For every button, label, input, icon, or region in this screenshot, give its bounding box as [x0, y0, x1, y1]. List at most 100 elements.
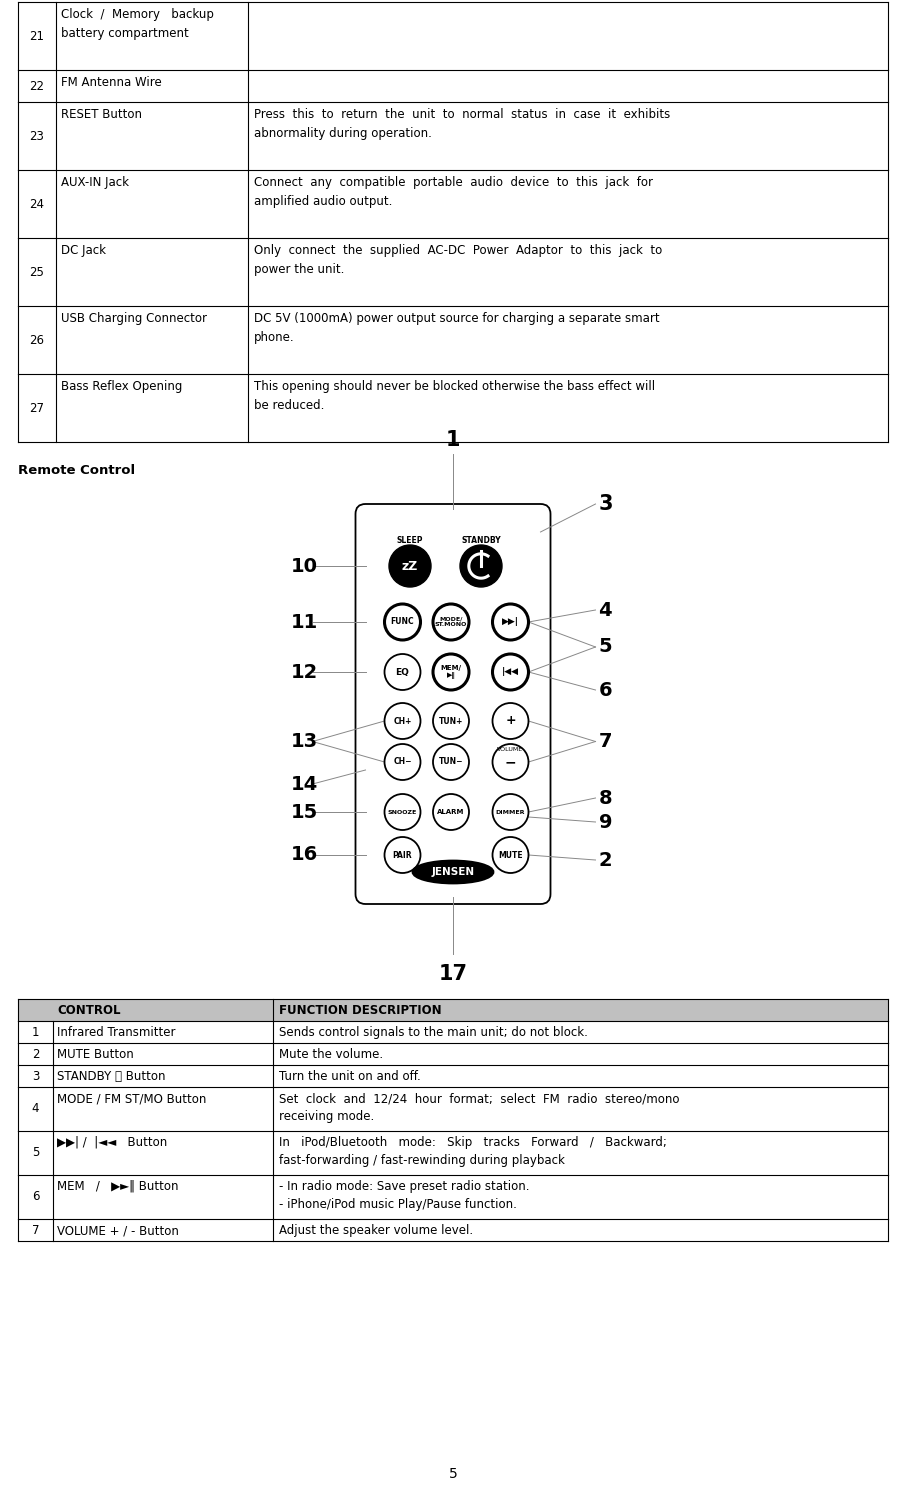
Text: 11: 11 — [291, 613, 318, 632]
Text: Infrared Transmitter: Infrared Transmitter — [57, 1026, 176, 1038]
Text: 17: 17 — [439, 964, 467, 985]
Circle shape — [384, 793, 420, 831]
Text: ▶▶|: ▶▶| — [502, 617, 519, 626]
Text: In   iPod/Bluetooth   mode:   Skip   tracks   Forward   /   Backward;
fast-forwa: In iPod/Bluetooth mode: Skip tracks Forw… — [279, 1135, 667, 1167]
Text: −: − — [505, 754, 516, 769]
Text: 7: 7 — [599, 732, 612, 751]
Text: zZ: zZ — [402, 559, 419, 572]
Text: Only  connect  the  supplied  AC-DC  Power  Adaptor  to  this  jack  to
power th: Only connect the supplied AC-DC Power Ad… — [254, 244, 662, 276]
Text: 6: 6 — [32, 1191, 39, 1204]
Text: +: + — [506, 714, 516, 728]
Text: Press  this  to  return  the  unit  to  normal  status  in  case  it  exhibits
a: Press this to return the unit to normal … — [254, 108, 670, 140]
Text: VOLUME + / - Button: VOLUME + / - Button — [57, 1224, 178, 1237]
Bar — [18, 306, 888, 374]
Bar — [18, 1020, 888, 1043]
Text: 9: 9 — [599, 813, 612, 832]
Text: |◀◀: |◀◀ — [502, 668, 519, 677]
Text: 4: 4 — [32, 1103, 39, 1116]
Text: 1: 1 — [32, 1025, 39, 1038]
Text: 21: 21 — [30, 30, 44, 42]
Text: 8: 8 — [599, 789, 612, 807]
Text: 1: 1 — [446, 430, 460, 450]
Bar — [18, 170, 888, 238]
Text: This opening should never be blocked otherwise the bass effect will
be reduced.: This opening should never be blocked oth… — [254, 379, 655, 412]
Circle shape — [384, 654, 420, 690]
Text: EQ: EQ — [396, 668, 410, 677]
Text: TUN+: TUN+ — [439, 717, 463, 726]
Circle shape — [389, 545, 431, 587]
Text: 5: 5 — [599, 638, 612, 656]
Text: Remote Control: Remote Control — [18, 465, 135, 477]
Text: STANDBY ⒤ Button: STANDBY ⒤ Button — [57, 1070, 166, 1083]
Text: MUTE: MUTE — [498, 850, 523, 859]
Bar — [18, 1174, 888, 1219]
Text: 26: 26 — [30, 333, 44, 347]
Text: Bass Reflex Opening: Bass Reflex Opening — [61, 379, 182, 393]
Bar — [18, 70, 888, 102]
Circle shape — [493, 604, 528, 639]
Text: 5: 5 — [448, 1467, 458, 1481]
Circle shape — [460, 545, 502, 587]
Text: MODE/
ST.MONO: MODE/ ST.MONO — [435, 617, 467, 627]
Circle shape — [433, 654, 469, 690]
Text: 2: 2 — [599, 850, 612, 870]
Text: CH+: CH+ — [393, 717, 411, 726]
Ellipse shape — [413, 861, 493, 883]
Text: MUTE Button: MUTE Button — [57, 1047, 134, 1061]
Text: 12: 12 — [291, 662, 318, 681]
Text: VOLUME: VOLUME — [497, 747, 524, 751]
Bar — [18, 102, 888, 170]
Text: 15: 15 — [291, 802, 318, 822]
Text: 16: 16 — [291, 846, 318, 865]
Text: MODE / FM ST/MO Button: MODE / FM ST/MO Button — [57, 1092, 207, 1106]
Circle shape — [493, 654, 528, 690]
Bar — [18, 1043, 888, 1065]
Circle shape — [384, 744, 420, 780]
Text: 2: 2 — [32, 1047, 39, 1061]
Text: - In radio mode: Save preset radio station.
- iPhone/iPod music Play/Pause funct: - In radio mode: Save preset radio stati… — [279, 1180, 529, 1212]
Text: AUX-IN Jack: AUX-IN Jack — [61, 176, 129, 190]
Circle shape — [493, 793, 528, 831]
Circle shape — [384, 704, 420, 740]
Text: 27: 27 — [30, 402, 44, 414]
Circle shape — [433, 744, 469, 780]
Bar — [18, 999, 888, 1020]
Bar — [18, 374, 888, 442]
Text: CH−: CH− — [393, 757, 411, 766]
Text: STANDBY: STANDBY — [461, 536, 501, 545]
Text: MEM   /   ▶►‖ Button: MEM / ▶►‖ Button — [57, 1180, 178, 1194]
Text: Turn the unit on and off.: Turn the unit on and off. — [279, 1070, 420, 1083]
FancyBboxPatch shape — [355, 503, 551, 904]
Circle shape — [433, 604, 469, 639]
Bar — [18, 1, 888, 70]
Circle shape — [384, 837, 420, 872]
Text: 7: 7 — [32, 1224, 39, 1237]
Text: SLEEP: SLEEP — [397, 536, 423, 545]
Text: 4: 4 — [599, 601, 612, 620]
Text: SNOOZE: SNOOZE — [388, 810, 417, 814]
Circle shape — [433, 704, 469, 740]
Text: Sends control signals to the main unit; do not block.: Sends control signals to the main unit; … — [279, 1026, 588, 1038]
Text: Clock  /  Memory   backup
battery compartment: Clock / Memory backup battery compartmen… — [61, 7, 214, 40]
Text: 14: 14 — [291, 774, 318, 793]
Text: JENSEN: JENSEN — [431, 867, 475, 877]
Text: 10: 10 — [291, 556, 317, 575]
Circle shape — [493, 837, 528, 872]
Text: DC 5V (1000mA) power output source for charging a separate smart
phone.: DC 5V (1000mA) power output source for c… — [254, 312, 660, 344]
Bar — [18, 1065, 888, 1088]
Bar — [18, 1088, 888, 1131]
Text: 3: 3 — [599, 495, 613, 514]
Text: 6: 6 — [599, 680, 612, 699]
Circle shape — [493, 744, 528, 780]
Text: 24: 24 — [30, 197, 44, 211]
Text: FUNCTION DESCRIPTION: FUNCTION DESCRIPTION — [279, 1004, 441, 1017]
Text: CONTROL: CONTROL — [57, 1004, 120, 1017]
Text: Mute the volume.: Mute the volume. — [279, 1047, 383, 1061]
Text: ALARM: ALARM — [438, 808, 465, 816]
Circle shape — [433, 793, 469, 831]
Text: 5: 5 — [32, 1146, 39, 1159]
Text: FM Antenna Wire: FM Antenna Wire — [61, 76, 162, 90]
Text: Connect  any  compatible  portable  audio  device  to  this  jack  for
amplified: Connect any compatible portable audio de… — [254, 176, 653, 208]
Text: 23: 23 — [30, 130, 44, 142]
Text: 3: 3 — [32, 1070, 39, 1083]
